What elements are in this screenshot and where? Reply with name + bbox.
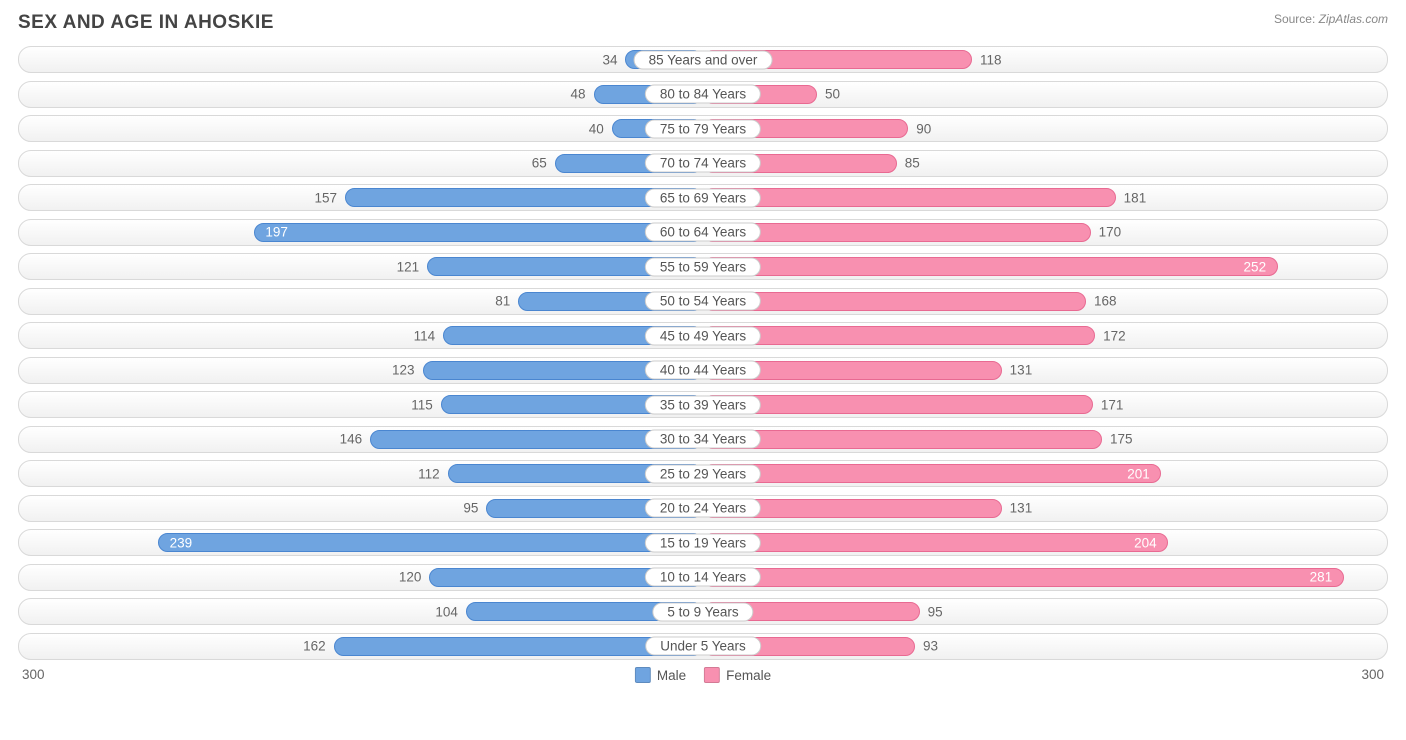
pyramid-row: 104 95 5 to 9 Years <box>18 598 1388 625</box>
age-group-label: 30 to 34 Years <box>645 430 761 449</box>
female-value: 90 <box>916 121 931 136</box>
age-group-label: Under 5 Years <box>645 637 761 656</box>
male-value: 115 <box>411 397 433 412</box>
source-label: Source: <box>1274 12 1319 26</box>
female-value: 204 <box>1134 535 1157 550</box>
age-group-label: 50 to 54 Years <box>645 292 761 311</box>
female-value: 118 <box>980 52 1002 67</box>
male-value: 114 <box>414 328 436 343</box>
population-pyramid: 34 118 85 Years and over 48 50 80 to 84 Years… <box>18 46 1388 660</box>
legend-label-male: Male <box>657 668 686 683</box>
female-bar <box>703 395 1093 414</box>
age-group-label: 10 to 14 Years <box>645 568 761 587</box>
male-value: 95 <box>463 501 478 516</box>
chart-footer: 300 Male Female 300 <box>18 667 1388 691</box>
age-group-label: 85 Years and over <box>634 50 773 69</box>
age-group-label: 35 to 39 Years <box>645 395 761 414</box>
pyramid-row: 95 131 20 to 24 Years <box>18 495 1388 522</box>
female-value: 131 <box>1010 363 1033 378</box>
male-value: 40 <box>589 121 604 136</box>
pyramid-row: 115 171 35 to 39 Years <box>18 391 1388 418</box>
age-group-label: 70 to 74 Years <box>645 154 761 173</box>
legend-label-female: Female <box>726 668 771 683</box>
female-value: 172 <box>1103 328 1126 343</box>
male-value: 48 <box>571 87 586 102</box>
source-site: ZipAtlas.com <box>1319 12 1388 26</box>
legend-item-female: Female <box>704 667 771 683</box>
male-value: 239 <box>170 535 193 550</box>
pyramid-row: 157 181 65 to 69 Years <box>18 184 1388 211</box>
female-bar <box>703 533 1168 552</box>
male-value: 162 <box>303 639 326 654</box>
chart-source: Source: ZipAtlas.com <box>1274 12 1388 26</box>
male-value: 123 <box>392 363 415 378</box>
female-bar <box>703 188 1116 207</box>
pyramid-row: 114 172 45 to 49 Years <box>18 322 1388 349</box>
female-bar <box>703 464 1161 483</box>
male-value: 34 <box>602 52 617 67</box>
chart-title: SEX AND AGE IN AHOSKIE <box>18 12 274 34</box>
female-bar <box>703 568 1344 587</box>
male-value: 120 <box>399 570 422 585</box>
age-group-label: 45 to 49 Years <box>645 326 761 345</box>
female-value: 171 <box>1101 397 1124 412</box>
pyramid-row: 48 50 80 to 84 Years <box>18 81 1388 108</box>
age-group-label: 75 to 79 Years <box>645 119 761 138</box>
male-bar <box>254 223 703 242</box>
age-group-label: 5 to 9 Years <box>652 602 753 621</box>
age-group-label: 80 to 84 Years <box>645 85 761 104</box>
female-value: 93 <box>923 639 938 654</box>
male-value: 121 <box>397 259 420 274</box>
female-value: 168 <box>1094 294 1117 309</box>
age-group-label: 65 to 69 Years <box>645 188 761 207</box>
female-bar <box>703 326 1095 345</box>
age-group-label: 55 to 59 Years <box>645 257 761 276</box>
female-value: 175 <box>1110 432 1133 447</box>
age-group-label: 60 to 64 Years <box>645 223 761 242</box>
female-value: 85 <box>905 156 920 171</box>
age-group-label: 25 to 29 Years <box>645 464 761 483</box>
chart-header: SEX AND AGE IN AHOSKIE Source: ZipAtlas.… <box>18 12 1388 34</box>
pyramid-row: 34 118 85 Years and over <box>18 46 1388 73</box>
pyramid-row: 65 85 70 to 74 Years <box>18 150 1388 177</box>
pyramid-row: 197 170 60 to 64 Years <box>18 219 1388 246</box>
female-bar <box>703 257 1278 276</box>
age-group-label: 40 to 44 Years <box>645 361 761 380</box>
legend-swatch-female <box>704 667 720 683</box>
pyramid-row: 112 201 25 to 29 Years <box>18 460 1388 487</box>
pyramid-row: 123 131 40 to 44 Years <box>18 357 1388 384</box>
male-value: 157 <box>315 190 338 205</box>
female-value: 281 <box>1310 570 1333 585</box>
female-value: 50 <box>825 87 840 102</box>
female-value: 95 <box>928 604 943 619</box>
age-group-label: 15 to 19 Years <box>645 533 761 552</box>
female-value: 252 <box>1244 259 1267 274</box>
pyramid-row: 146 175 30 to 34 Years <box>18 426 1388 453</box>
axis-max-right: 300 <box>1361 667 1384 682</box>
pyramid-row: 81 168 50 to 54 Years <box>18 288 1388 315</box>
pyramid-row: 162 93 Under 5 Years <box>18 633 1388 660</box>
female-value: 201 <box>1127 466 1150 481</box>
female-bar <box>703 223 1091 242</box>
legend: Male Female <box>635 667 771 683</box>
pyramid-row: 40 90 75 to 79 Years <box>18 115 1388 142</box>
legend-swatch-male <box>635 667 651 683</box>
male-value: 65 <box>532 156 547 171</box>
female-value: 170 <box>1099 225 1122 240</box>
female-value: 131 <box>1010 501 1033 516</box>
axis-max-left: 300 <box>22 667 45 682</box>
pyramid-row: 120 281 10 to 14 Years <box>18 564 1388 591</box>
male-value: 81 <box>495 294 510 309</box>
pyramid-row: 121 252 55 to 59 Years <box>18 253 1388 280</box>
pyramid-row: 239 204 15 to 19 Years <box>18 529 1388 556</box>
age-group-label: 20 to 24 Years <box>645 499 761 518</box>
legend-item-male: Male <box>635 667 686 683</box>
male-value: 112 <box>418 466 440 481</box>
male-value: 197 <box>265 225 288 240</box>
male-value: 104 <box>435 604 458 619</box>
male-bar <box>158 533 703 552</box>
female-bar <box>703 430 1102 449</box>
female-value: 181 <box>1124 190 1147 205</box>
male-value: 146 <box>340 432 363 447</box>
